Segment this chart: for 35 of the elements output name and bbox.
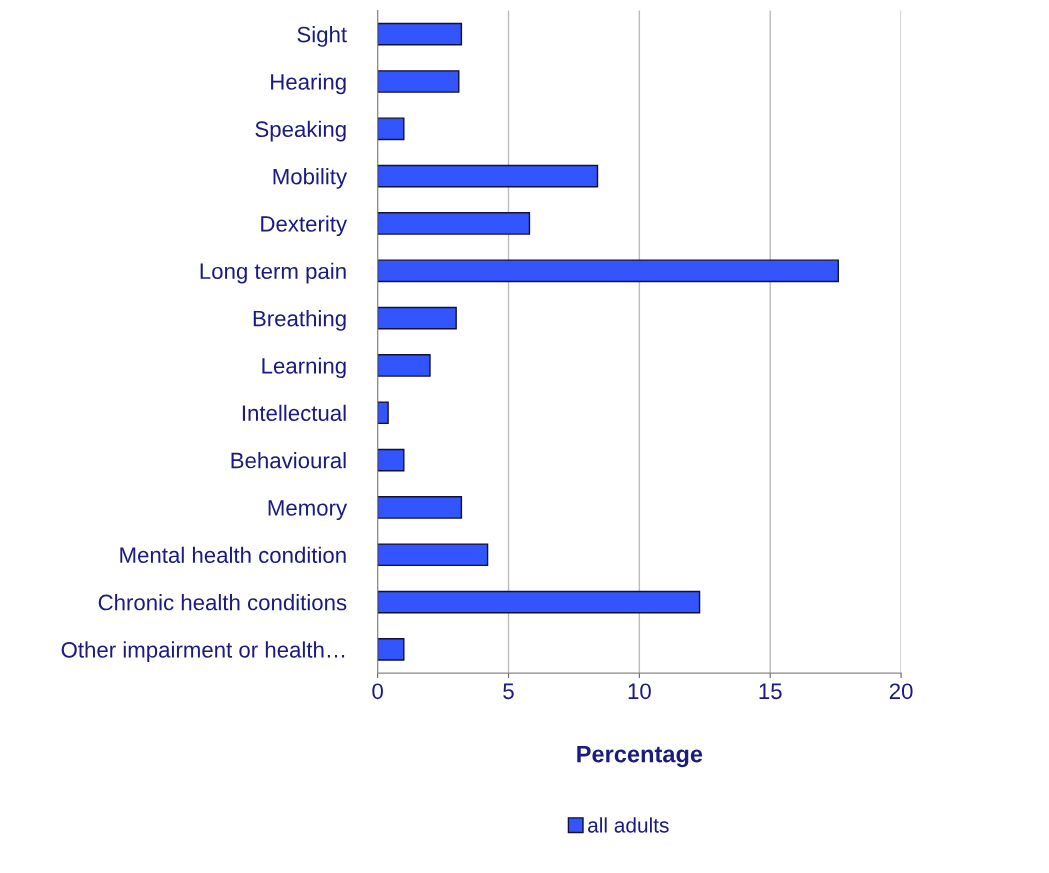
x-tick-label: 5 <box>503 683 514 700</box>
y-tick-label: Hearing <box>271 73 346 95</box>
bar <box>377 259 839 283</box>
y-tick-label: Dexterity <box>261 215 348 237</box>
y-tick-label: Breathing <box>253 310 346 331</box>
bar <box>377 496 463 519</box>
y-tick-label: Mental health condition <box>120 546 346 564</box>
y-tick-label: Speaking <box>255 120 346 142</box>
y-tick-label: Chronic health conditions <box>98 594 347 611</box>
bar <box>377 306 457 330</box>
x-tick-label: 0 <box>372 683 383 700</box>
y-tick-label: Other impairment or health… <box>61 641 345 663</box>
y-tick-label: Mobility <box>273 168 348 189</box>
bar <box>377 212 531 235</box>
x-tick-label: 20 <box>889 683 913 700</box>
x-axis-title: Percentage <box>577 745 703 768</box>
y-tick-label: Sight <box>297 26 347 47</box>
bar <box>377 22 463 46</box>
bar <box>377 638 405 661</box>
bar <box>377 70 460 93</box>
bar <box>377 543 489 567</box>
bar <box>377 448 405 472</box>
bar <box>377 590 701 614</box>
y-tick-label: Behavioural <box>231 452 346 469</box>
legend-label: all adults <box>588 817 669 833</box>
bar <box>377 164 599 188</box>
x-tick-label: 10 <box>628 683 651 700</box>
bar <box>377 401 389 425</box>
y-tick-label: Long term pain <box>200 262 346 284</box>
x-tick-label: 15 <box>759 683 782 700</box>
bar <box>377 117 405 141</box>
y-tick-label: Learning <box>262 357 346 379</box>
y-tick-label: Intellectual <box>242 404 346 422</box>
y-tick-label: Memory <box>268 500 348 521</box>
bar <box>377 354 431 377</box>
